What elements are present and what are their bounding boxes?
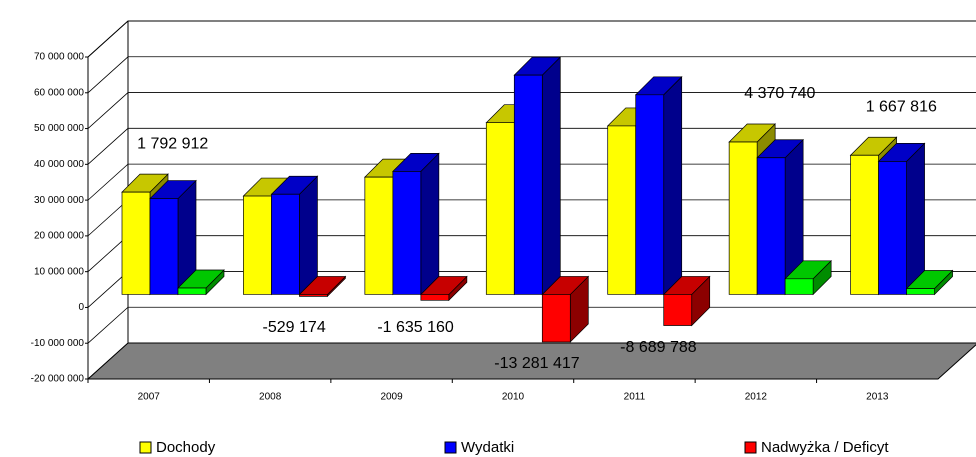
bar xyxy=(607,125,637,295)
y-tick-label: 0 xyxy=(78,302,84,313)
bar xyxy=(420,294,450,301)
bar-side xyxy=(420,152,440,296)
grid-line xyxy=(87,92,976,129)
value-label: -529 174 xyxy=(263,319,326,336)
value-label: -13 281 417 xyxy=(494,355,580,372)
y-tick-label: 50 000 000 xyxy=(34,123,84,134)
grid-line xyxy=(87,127,976,165)
legend-swatch xyxy=(444,441,457,454)
grid-line xyxy=(87,306,976,344)
bar xyxy=(121,191,151,295)
y-tick-label: 10 000 000 xyxy=(34,266,84,277)
y-tick-label: 60 000 000 xyxy=(34,87,84,98)
bar-side xyxy=(299,175,318,296)
bar-side xyxy=(906,142,925,296)
bar xyxy=(635,94,665,295)
x-tick-label: 2009 xyxy=(380,392,403,403)
bar xyxy=(850,154,879,295)
bar-side xyxy=(541,56,561,296)
bar xyxy=(364,176,394,295)
bar xyxy=(149,198,179,295)
y-tick-label: 30 000 000 xyxy=(34,195,84,206)
legend-label: Wydatki xyxy=(461,439,514,456)
y-tick-label: 40 000 000 xyxy=(34,159,84,170)
value-label: 4 370 740 xyxy=(744,85,815,102)
bar xyxy=(243,195,272,295)
x-tick-label: 2007 xyxy=(138,392,161,403)
bar xyxy=(663,294,693,326)
value-label: 1 792 912 xyxy=(137,135,208,152)
x-tick-label: 2010 xyxy=(502,392,525,403)
legend-label: Nadwyżka / Deficyt xyxy=(761,439,889,456)
grid-line xyxy=(87,342,976,380)
bar xyxy=(299,294,328,297)
x-tick-label: 2013 xyxy=(866,392,889,403)
x-tick-label: 2008 xyxy=(259,392,282,403)
y-tick-label: 20 000 000 xyxy=(34,231,84,242)
bar-side xyxy=(663,75,683,296)
bar xyxy=(485,122,515,295)
x-tick-label: 2012 xyxy=(745,392,768,403)
value-label: 1 667 816 xyxy=(866,98,937,115)
x-tick-label: 2011 xyxy=(624,392,646,403)
bar xyxy=(513,74,543,295)
y-tick-label: 70 000 000 xyxy=(34,52,84,63)
bar xyxy=(728,141,758,295)
grid-line xyxy=(87,56,976,94)
value-label: -8 689 788 xyxy=(620,339,697,356)
bar xyxy=(271,193,300,295)
bar xyxy=(878,161,907,295)
legend-swatch xyxy=(744,441,757,454)
legend-swatch xyxy=(139,441,152,454)
legend-label: Dochody xyxy=(156,439,216,456)
bar xyxy=(177,287,207,295)
bar xyxy=(784,278,814,295)
bar xyxy=(756,157,786,295)
bar xyxy=(541,294,571,343)
bar xyxy=(392,171,422,295)
grid-line xyxy=(87,20,976,58)
y-tick-label: -10 000 000 xyxy=(31,338,85,349)
y-tick-label: -20 000 000 xyxy=(31,374,85,385)
bar xyxy=(906,288,935,295)
value-label: -1 635 160 xyxy=(377,319,454,336)
grid-line xyxy=(87,163,976,201)
